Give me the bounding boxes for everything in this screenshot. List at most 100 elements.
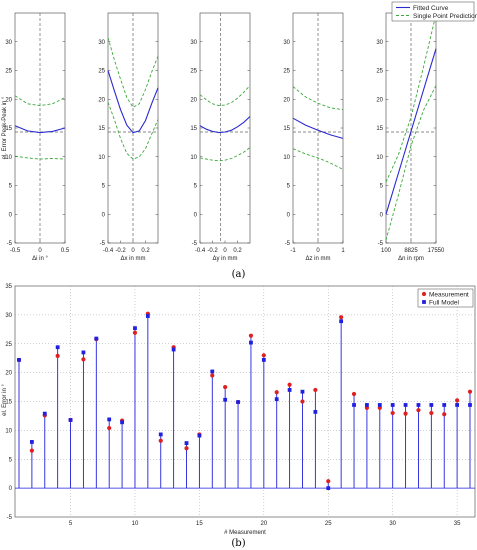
measurement-point [287, 382, 292, 387]
model-point [81, 350, 86, 355]
y-tick-label: 20 [5, 371, 12, 377]
measurement-point [158, 438, 163, 443]
x-tick-label: -0.2 [115, 248, 126, 254]
y-tick-label: -5 [285, 241, 291, 247]
legend-label-fitted: Fitted Curve [413, 5, 449, 12]
model-point [352, 403, 356, 407]
legend-label-prediction: Single Point Prediction [413, 13, 477, 20]
x-tick-label: 0 [316, 248, 320, 254]
y-tick-label: 20 [5, 97, 12, 103]
fitted-curve [199, 116, 251, 134]
measurement-point [455, 398, 460, 403]
x-tick-label: -0.5 [10, 248, 21, 254]
y-tick-label: 10 [5, 155, 12, 161]
caption-a: (a) [232, 269, 246, 280]
legend-swatch-measurement [421, 291, 427, 297]
y-tick-label: 25 [5, 342, 12, 348]
measurement-point [81, 357, 86, 362]
y-tick-label: 5 [194, 184, 198, 190]
legend-box [391, 1, 475, 22]
legend-box [417, 288, 474, 308]
y-tick-label: 15 [5, 126, 12, 132]
measurement-point [274, 390, 279, 395]
model-point [365, 403, 369, 407]
model-point [300, 389, 305, 394]
x-tick-label: -0.4 [195, 248, 206, 254]
model-point [29, 440, 34, 444]
model-point [287, 388, 292, 392]
y-tick-label: 5 [380, 184, 384, 190]
x-tick-label: 0 [223, 248, 227, 254]
fitted-curve [292, 117, 344, 139]
legend-label-model: Full Model [429, 300, 460, 307]
measurement-point [261, 353, 266, 358]
measurement-point [351, 391, 357, 397]
model-point [145, 314, 150, 318]
prediction-upper-curve [199, 85, 251, 107]
model-point [274, 397, 279, 402]
model-point [133, 326, 137, 331]
x-tick-label: 8825 [404, 248, 418, 254]
y-tick-label: 20 [376, 97, 383, 103]
y-tick-label: -5 [192, 241, 198, 247]
y-tick-label: 25 [98, 69, 105, 75]
x-tick-label: 0.2 [141, 248, 150, 254]
y-tick-label: 5 [102, 184, 106, 190]
y-tick-label: 0 [194, 212, 198, 218]
model-point [390, 403, 395, 407]
measurement-point [442, 412, 447, 417]
y-tick-label: 35 [5, 284, 12, 290]
y-tick-label: 10 [98, 155, 105, 161]
subplot-frame [199, 12, 251, 244]
model-point [55, 345, 60, 350]
x-tick-label: 25 [325, 521, 332, 527]
prediction-lower-curve [292, 148, 344, 170]
subplot-3: -5 0 5 10 15 20 25 30 -0.4 -0.2 0 0.2 Δy in mm [190, 12, 251, 262]
y-tick-label: 0 [102, 212, 106, 218]
y-tick-label: 30 [190, 40, 197, 46]
model-point [429, 403, 434, 407]
prediction-upper-curve [292, 86, 344, 111]
y-tick-label: 30 [376, 40, 383, 46]
measurement-point [184, 446, 189, 451]
x-tick-label: 1 [341, 248, 345, 254]
y-tick-label: 30 [283, 40, 290, 46]
subplot-4: -5 0 5 10 15 20 25 30 -1 0 1 Δz in mm [283, 12, 345, 262]
x-tick-label: 17550 [428, 248, 445, 254]
y-tick-label: 30 [5, 313, 12, 319]
y-tick-label: 5 [9, 184, 13, 190]
legend-swatch-model [422, 300, 426, 304]
measurement-point [403, 411, 408, 416]
y-tick-label: 5 [287, 184, 291, 190]
y-tick-label: 20 [283, 97, 290, 103]
x-tick-label: 100 [381, 248, 392, 254]
y-tick-label: 25 [5, 69, 12, 75]
measurement-point [223, 384, 228, 390]
y-tick-label: 15 [5, 400, 12, 406]
y-tick-label: 15 [98, 126, 105, 132]
y-tick-label: -5 [378, 241, 384, 247]
x-axis-label: # Measurement [224, 530, 266, 536]
y-axis-label: el. Error in ° [2, 384, 8, 416]
x-tick-label: 0.5 [61, 248, 70, 254]
y-tick-label: -5 [7, 241, 13, 247]
subplot-1: -5 0 5 10 15 20 25 30 -0.5 0 0.5 Δi in ° [5, 12, 70, 262]
y-tick-label: 15 [283, 126, 290, 132]
fitted-curve [385, 48, 437, 215]
x-axis-label: Δy in mm [212, 256, 237, 262]
x-tick-label: 0 [38, 248, 42, 254]
prediction-upper-curve [385, 14, 437, 183]
y-tick-label: 0 [9, 212, 13, 218]
y-tick-label: 5 [9, 457, 13, 463]
plot-frame [14, 285, 476, 518]
model-point [261, 358, 266, 362]
model-point [171, 347, 176, 352]
y-tick-label: 30 [5, 40, 12, 46]
model-point [42, 411, 47, 416]
y-tick-label: 0 [287, 212, 291, 218]
model-point [377, 403, 382, 407]
model-point [442, 403, 447, 407]
